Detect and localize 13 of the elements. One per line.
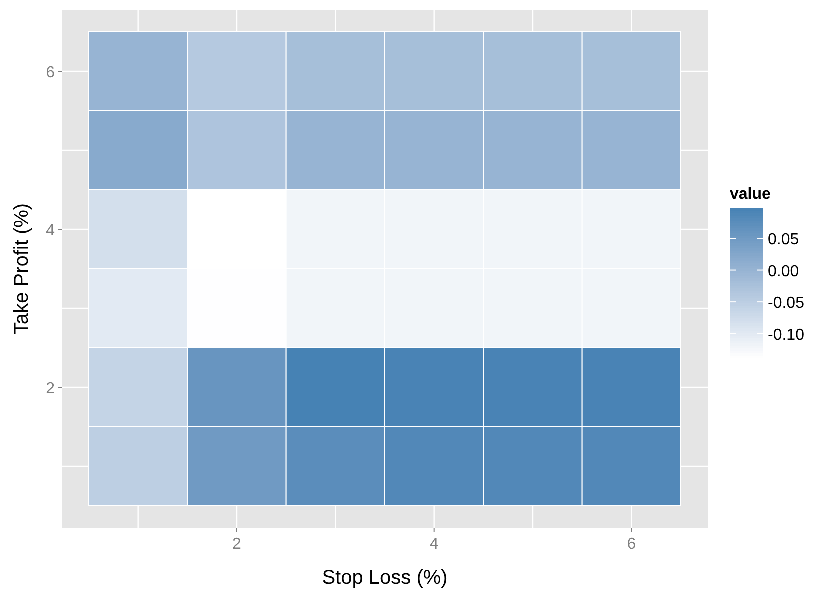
color-bar-label: -0.10 bbox=[768, 326, 805, 344]
y-axis-title: Take Profit (%) bbox=[11, 203, 33, 335]
x-axis-title: Stop Loss (%) bbox=[322, 567, 448, 589]
color-bar-label: 0.05 bbox=[768, 232, 800, 249]
color-bar-label: -0.05 bbox=[768, 295, 805, 312]
y-tick-label: 4 bbox=[46, 222, 56, 240]
legend-title: value bbox=[730, 186, 772, 203]
x-tick-label: 6 bbox=[627, 536, 636, 553]
y-tick-label: 6 bbox=[46, 64, 56, 82]
x-tick-label: 2 bbox=[232, 536, 242, 553]
color-bar-label: 0.00 bbox=[768, 263, 800, 280]
x-tick-label: 4 bbox=[430, 536, 439, 553]
y-tick-label: 2 bbox=[46, 380, 56, 398]
